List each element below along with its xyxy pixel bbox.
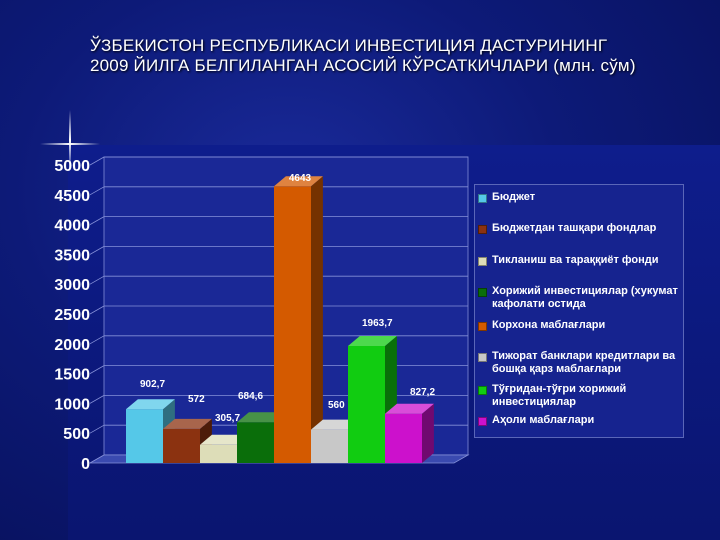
legend-label: Аҳоли маблағлари (492, 414, 595, 426)
data-label: 305,7 (215, 413, 240, 424)
y-tick-label: 1500 (54, 367, 90, 384)
data-label: 684,6 (238, 391, 263, 402)
bar (126, 409, 163, 463)
bar (237, 422, 274, 463)
data-label: 902,7 (140, 379, 165, 390)
y-tick-label: 3000 (54, 277, 90, 294)
gridline-diagonal (89, 186, 105, 196)
gridline-diagonal (89, 305, 105, 315)
y-tick-label: 1000 (54, 396, 90, 413)
legend-swatch (478, 225, 487, 234)
legend-label: Тикланиш ва тараққиёт фонди (492, 254, 659, 266)
y-tick-label: 2000 (54, 337, 90, 354)
bar-side (311, 176, 323, 463)
data-label: 572 (188, 394, 205, 405)
legend-swatch (478, 257, 487, 266)
gridline-diagonal (89, 156, 105, 166)
y-tick-label: 4000 (54, 218, 90, 235)
data-label: 1963,7 (362, 318, 393, 329)
gridline-diagonal (89, 246, 105, 255)
title-line-1: ЎЗБЕКИСТОН РЕСПУБЛИКАСИ ИНВЕСТИЦИЯ ДАСТУ… (90, 36, 608, 55)
y-tick-label: 5000 (54, 158, 90, 175)
legend-swatch (478, 386, 487, 395)
legend-item: Бюджет (478, 191, 535, 204)
gridline-diagonal (89, 424, 105, 434)
data-label: 827,2 (410, 387, 435, 398)
legend-item: Тикланиш ва тараққиёт фонди (478, 254, 659, 267)
legend-item: Тўғридан-тўғри хорижий инвестициялар (478, 383, 683, 409)
bar-top (126, 399, 175, 410)
bar-side (422, 403, 434, 463)
y-tick-label: 3500 (54, 247, 90, 264)
y-tick-label: 0 (81, 456, 90, 473)
bar-top (200, 434, 249, 445)
legend-label: Корхона маблағлари (492, 319, 606, 331)
legend-swatch (478, 417, 487, 426)
legend-label: Бюджетдан ташқари фондлар (492, 222, 657, 234)
legend-swatch (478, 288, 487, 297)
bar-top (274, 176, 323, 187)
bar (274, 186, 311, 463)
legend-label: Бюджет (492, 191, 536, 203)
bar (385, 413, 422, 463)
y-tick-label: 500 (63, 426, 90, 443)
bar-top (348, 335, 397, 346)
legend-item: Аҳоли маблағлари (478, 414, 594, 427)
data-label: 4643 (289, 173, 312, 184)
data-label: 560 (328, 400, 345, 411)
bar-top (163, 418, 212, 429)
legend-swatch (478, 194, 487, 203)
bar (163, 428, 200, 463)
bar-top (237, 412, 286, 423)
gridline-diagonal (89, 216, 105, 225)
legend-item: Бюджетдан ташқари фондлар (478, 222, 656, 235)
slide-title: ЎЗБЕКИСТОН РЕСПУБЛИКАСИ ИНВЕСТИЦИЯ ДАСТУ… (90, 36, 690, 76)
bar (348, 345, 385, 463)
bar (200, 444, 237, 463)
legend-item: Хорижий инвестициялар (хукумат кафолати … (478, 285, 683, 311)
gridline-diagonal (89, 365, 105, 374)
bar (311, 429, 348, 463)
bar-top (311, 419, 360, 430)
gridline-diagonal (89, 335, 105, 345)
sparkle-decoration (69, 110, 71, 170)
legend-item: Тижорат банклари кредитлари ва бошқа қар… (478, 350, 683, 376)
chart-legend: Бюджет Бюджетдан ташқари фондлар Тикланиш … (474, 184, 684, 438)
legend-swatch (478, 322, 487, 331)
sparkle-decoration-horizontal (40, 143, 100, 145)
title-line-2: 2009 ЙИЛГА БЕЛГИЛАНГАН АСОСИЙ КЎРСАТКИЧЛ… (90, 56, 636, 75)
legend-swatch (478, 353, 487, 362)
gridline-diagonal (89, 395, 105, 404)
legend-label: Тижорат банклари кредитлари ва бошқа қар… (492, 350, 676, 375)
legend-label: Тўғридан-тўғри хорижий инвестициялар (492, 383, 627, 408)
y-tick-label: 4500 (54, 188, 90, 205)
legend-label: Хорижий инвестициялар (хукумат кафолати … (492, 285, 678, 310)
legend-item: Корхона маблағлари (478, 319, 605, 332)
gridline-diagonal (89, 275, 105, 285)
y-tick-label: 2500 (54, 307, 90, 324)
bar-top (385, 403, 434, 414)
